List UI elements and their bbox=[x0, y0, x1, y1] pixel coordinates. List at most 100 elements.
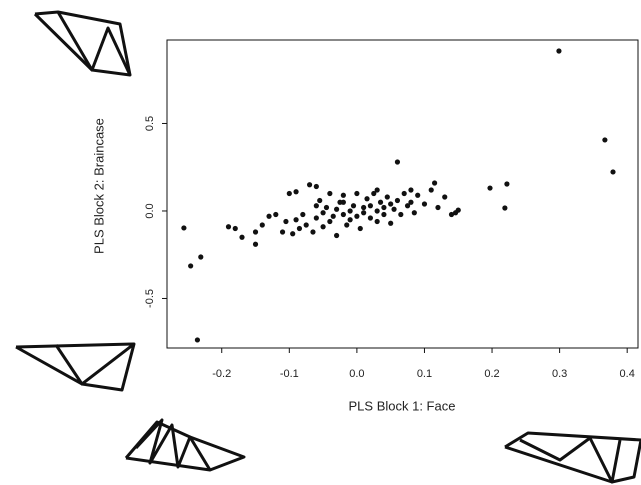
point bbox=[313, 203, 319, 209]
point bbox=[313, 215, 319, 221]
point bbox=[347, 217, 353, 223]
point bbox=[194, 337, 201, 343]
point bbox=[303, 222, 309, 228]
point bbox=[367, 215, 374, 221]
point bbox=[198, 254, 204, 260]
point bbox=[290, 231, 296, 237]
point bbox=[391, 206, 397, 212]
plot-frame bbox=[166, 39, 639, 349]
point bbox=[377, 199, 384, 205]
point bbox=[487, 185, 493, 191]
point bbox=[374, 208, 380, 214]
point bbox=[340, 199, 346, 205]
point bbox=[306, 182, 313, 188]
point bbox=[435, 204, 441, 211]
point bbox=[504, 181, 510, 187]
point bbox=[181, 225, 187, 231]
point bbox=[252, 229, 259, 235]
point bbox=[317, 197, 323, 204]
point bbox=[320, 210, 326, 216]
point bbox=[374, 187, 380, 193]
point bbox=[350, 203, 357, 209]
wireframe-bottom-right bbox=[504, 431, 641, 484]
point bbox=[381, 204, 387, 211]
point bbox=[313, 183, 319, 190]
point bbox=[448, 211, 455, 218]
point bbox=[431, 180, 438, 186]
point bbox=[259, 222, 265, 228]
point bbox=[388, 201, 394, 207]
point bbox=[428, 187, 434, 193]
y-tick-label: 0.5 bbox=[144, 116, 156, 131]
point bbox=[364, 196, 370, 202]
point bbox=[320, 224, 326, 230]
x-tick-label: -0.1 bbox=[280, 368, 299, 380]
point bbox=[394, 197, 401, 204]
x-tick-label: 0.4 bbox=[620, 368, 635, 380]
wireframe-bottom-left bbox=[124, 418, 246, 472]
y-axis-title: PLS Block 2: Braincase bbox=[91, 118, 106, 254]
point bbox=[293, 217, 299, 223]
point bbox=[388, 220, 394, 226]
point bbox=[384, 194, 390, 200]
point bbox=[344, 222, 350, 228]
point bbox=[401, 190, 407, 197]
point bbox=[357, 225, 363, 232]
point bbox=[371, 190, 377, 197]
point bbox=[340, 192, 346, 198]
point bbox=[323, 204, 330, 211]
point bbox=[394, 159, 401, 165]
wireframe-mid-left bbox=[15, 342, 136, 392]
point bbox=[310, 229, 316, 235]
point bbox=[610, 169, 616, 175]
point bbox=[252, 241, 259, 247]
point bbox=[188, 263, 194, 269]
point bbox=[381, 211, 387, 218]
point bbox=[232, 225, 238, 232]
point bbox=[404, 203, 411, 209]
x-tick-label: -0.2 bbox=[212, 368, 231, 380]
point bbox=[340, 211, 346, 218]
point bbox=[408, 199, 414, 205]
y-tick-label: 0.0 bbox=[144, 203, 156, 218]
point bbox=[300, 211, 306, 218]
point bbox=[283, 218, 289, 225]
point bbox=[330, 213, 336, 219]
wireframe-top-left bbox=[33, 10, 132, 77]
point bbox=[367, 203, 374, 209]
x-axis-title: PLS Block 1: Face bbox=[349, 398, 456, 413]
point bbox=[239, 234, 245, 240]
point bbox=[334, 206, 340, 212]
point bbox=[266, 213, 272, 219]
point bbox=[442, 194, 448, 200]
point bbox=[408, 187, 414, 193]
point bbox=[273, 211, 279, 218]
point bbox=[361, 204, 367, 211]
point bbox=[279, 229, 286, 235]
point bbox=[556, 48, 562, 54]
x-tick-label: 0.2 bbox=[484, 368, 499, 380]
point bbox=[286, 190, 292, 197]
point bbox=[361, 210, 367, 216]
point bbox=[354, 190, 360, 197]
y-tick-label: -0.5 bbox=[144, 289, 156, 308]
point bbox=[455, 207, 461, 213]
point bbox=[354, 213, 360, 219]
point bbox=[327, 190, 333, 197]
point bbox=[374, 218, 380, 225]
point bbox=[415, 192, 421, 198]
point bbox=[602, 137, 608, 143]
point bbox=[225, 224, 232, 230]
point bbox=[398, 211, 404, 218]
point bbox=[421, 201, 428, 207]
x-tick-label: 0.1 bbox=[417, 368, 432, 380]
point bbox=[502, 205, 508, 211]
point bbox=[293, 189, 299, 195]
point bbox=[347, 208, 353, 214]
x-tick-label: 0.3 bbox=[552, 368, 567, 380]
x-tick-label: 0.0 bbox=[349, 368, 364, 380]
point bbox=[327, 218, 333, 225]
point bbox=[334, 232, 340, 239]
point bbox=[296, 225, 303, 232]
